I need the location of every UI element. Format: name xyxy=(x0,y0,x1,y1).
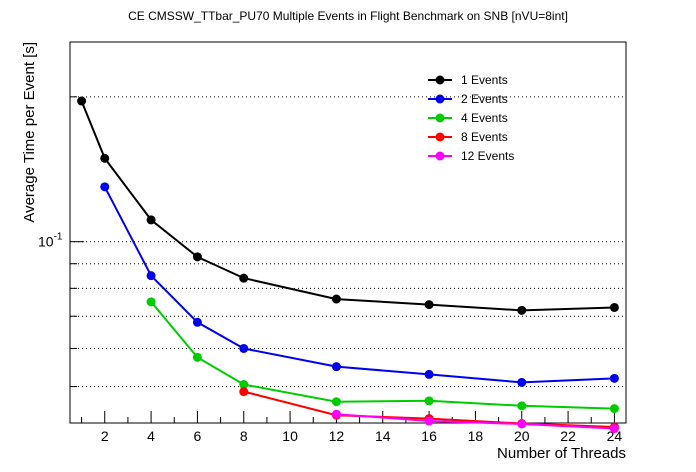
legend: 1 Events 2 Events 4 Events 8 Events 12 Event… xyxy=(428,73,514,163)
data-point xyxy=(424,396,434,406)
x-tick-label: 14 xyxy=(375,428,391,444)
grid-lines xyxy=(70,96,626,388)
legend-item: 12 Events xyxy=(428,149,514,163)
data-point xyxy=(192,252,202,262)
x-tick-label: 22 xyxy=(560,428,576,444)
series-2 xyxy=(100,182,619,387)
x-tick-label: 12 xyxy=(329,428,345,444)
data-point xyxy=(331,362,341,372)
x-tick-label: 8 xyxy=(240,428,248,444)
data-point xyxy=(192,317,202,327)
x-tick-label: 10 xyxy=(282,428,298,444)
data-point xyxy=(331,409,341,419)
series-1 xyxy=(77,96,619,315)
data-point xyxy=(424,416,434,426)
y-tick-label: 10-1 xyxy=(38,232,63,250)
x-tick-label: 16 xyxy=(421,428,437,444)
data-point xyxy=(239,387,249,397)
legend-swatch-marker xyxy=(435,113,445,123)
data-point xyxy=(517,305,527,315)
legend-swatch-marker xyxy=(435,75,445,85)
y-axis-label: Average Time per Event [s] xyxy=(21,42,38,223)
data-point xyxy=(424,300,434,310)
data-point xyxy=(239,273,249,283)
series-3 xyxy=(146,297,619,414)
x-tick-label: 2 xyxy=(101,428,109,444)
legend-label: 4 Events xyxy=(461,111,508,125)
data-point xyxy=(331,294,341,304)
legend-label: 12 Events xyxy=(461,149,514,163)
legend-swatch-marker xyxy=(435,132,445,142)
data-point xyxy=(146,271,156,281)
series-group xyxy=(77,96,619,434)
legend-item: 1 Events xyxy=(428,73,508,87)
legend-item: 8 Events xyxy=(428,130,508,144)
legend-label: 2 Events xyxy=(461,92,508,106)
data-point xyxy=(239,343,249,353)
legend-item: 4 Events xyxy=(428,111,508,125)
data-point xyxy=(424,369,434,379)
data-point xyxy=(192,352,202,362)
data-point xyxy=(609,404,619,414)
data-point xyxy=(146,215,156,225)
x-tick-label: 18 xyxy=(468,428,484,444)
y-axis: 10-1 xyxy=(38,96,84,388)
legend-swatch-marker xyxy=(435,151,445,161)
data-point xyxy=(146,297,156,307)
data-point xyxy=(77,96,87,106)
chart-title: CE CMSSW_TTbar_PU70 Multiple Events in F… xyxy=(128,9,568,23)
series-line xyxy=(103,186,615,384)
data-point xyxy=(100,153,110,163)
legend-label: 1 Events xyxy=(461,73,508,87)
legend-item: 2 Events xyxy=(428,92,508,106)
series-line xyxy=(80,100,615,312)
x-tick-label: 6 xyxy=(194,428,202,444)
plot-frame xyxy=(69,41,627,424)
series-line xyxy=(150,301,615,410)
series-5 xyxy=(331,409,619,434)
x-tick-label: 24 xyxy=(607,428,623,444)
data-point xyxy=(609,302,619,312)
x-tick-label: 20 xyxy=(514,428,530,444)
series-line xyxy=(336,413,615,430)
data-point xyxy=(517,419,527,429)
data-point xyxy=(609,424,619,434)
data-point xyxy=(609,373,619,383)
x-tick-label: 4 xyxy=(147,428,155,444)
data-point xyxy=(517,401,527,411)
x-axis-label: Number of Threads xyxy=(497,445,626,462)
x-axis: 2 4 6 8 10 12 14 16 18 20 22 24 xyxy=(81,411,623,444)
legend-label: 8 Events xyxy=(461,130,508,144)
data-point xyxy=(517,377,527,387)
legend-swatch-marker xyxy=(435,94,445,104)
data-point xyxy=(100,182,110,192)
data-point xyxy=(239,379,249,389)
data-point xyxy=(331,397,341,407)
